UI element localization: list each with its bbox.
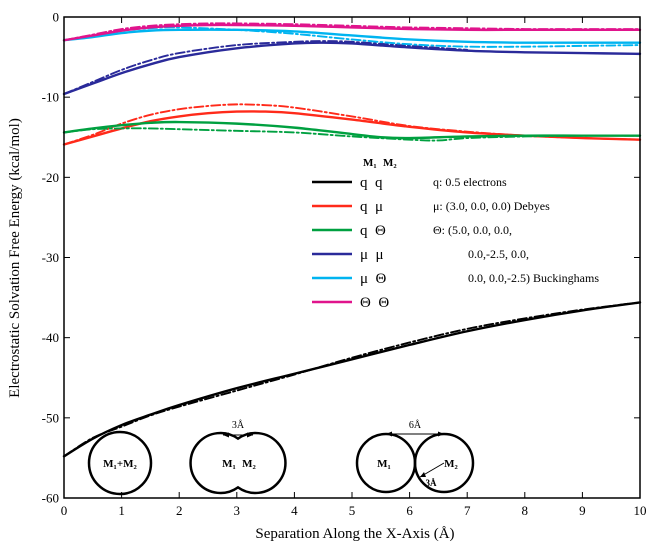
inset-touch-arrow-left bbox=[386, 431, 392, 437]
x-tick-label: 9 bbox=[579, 503, 586, 518]
y-axis-label: Electrostatic Solvation Free Energy (kca… bbox=[7, 118, 23, 398]
x-tick-label: 10 bbox=[634, 503, 647, 518]
y-tick-label: -20 bbox=[42, 170, 59, 185]
y-tick-label: -60 bbox=[42, 491, 59, 506]
plot-frame bbox=[63, 16, 641, 499]
inset-overlap-outline bbox=[189, 431, 287, 495]
legend-note-theta-1: Θ: (5.0, 0.0, 0.0, bbox=[433, 223, 512, 237]
x-tick-label: 2 bbox=[176, 503, 183, 518]
x-tick-label: 7 bbox=[464, 503, 471, 518]
legend-entry-label: q μ bbox=[360, 199, 383, 215]
y-tick-label: -50 bbox=[42, 410, 59, 425]
series-line-3-dashdot bbox=[63, 103, 641, 146]
y-tick-label: -40 bbox=[42, 330, 59, 345]
legend-note-mu: μ: (3.0, 0.0, 0.0) Debyes bbox=[433, 199, 550, 213]
inset-touch-radius: 3Å bbox=[426, 478, 438, 488]
x-tick-label: 3 bbox=[234, 503, 241, 518]
x-tick-label: 4 bbox=[291, 503, 298, 518]
legend: M₁ M₂ q q q μ q Θ μ μ μ Θ Θ Θ q: 0.5 electron… bbox=[312, 157, 599, 311]
legend-entry-label: μ Θ bbox=[360, 271, 387, 287]
series-line-1-dashdot bbox=[63, 301, 641, 458]
legend-header-m2: M₂ bbox=[383, 157, 397, 169]
inset-single-sphere: M₁+M₂ bbox=[87, 430, 153, 496]
inset-touch-m1: M₁ bbox=[377, 458, 391, 470]
x-tick-label: 6 bbox=[406, 503, 413, 518]
legend-note-theta-3: 0.0, 0.0,-2.5) Buckinghams bbox=[468, 271, 599, 285]
inset-radius-arrow bbox=[420, 472, 426, 477]
inset-touching-spheres: 6Å M₁ M₂ 3Å bbox=[355, 419, 475, 494]
series-line-11-dashdot bbox=[63, 22, 641, 42]
inset-merged-label: M₁+M₂ bbox=[103, 458, 137, 470]
series-line-6-solid bbox=[62, 41, 642, 96]
inset-overlap-arrow-right bbox=[247, 432, 253, 438]
legend-rows: q q q μ q Θ μ μ μ Θ Θ Θ bbox=[312, 175, 389, 311]
inset-overlap-m1: M₁ bbox=[222, 458, 236, 470]
inset-overlap-arrow-left bbox=[223, 432, 229, 438]
x-axis-label: Separation Along the X-Axis (Å) bbox=[255, 526, 454, 542]
inset-touch-arrow-right bbox=[438, 431, 444, 437]
series-line-8-solid bbox=[62, 28, 642, 44]
legend-entry-label: Θ Θ bbox=[360, 295, 389, 311]
inset-overlap-m2: M₂ bbox=[242, 458, 256, 470]
y-tick-label: -10 bbox=[42, 90, 59, 105]
legend-entry-label: μ μ bbox=[360, 247, 384, 263]
series-layer bbox=[62, 22, 642, 458]
tick-layer: 0 1 2 3 4 5 6 7 8 9 10 0 -10 -20 -30 -40 -50 -60 bbox=[42, 10, 647, 519]
legend-note-theta-2: 0.0,-2.5, 0.0, bbox=[468, 247, 529, 261]
inset-touch-measure: 6Å bbox=[409, 419, 422, 431]
inset-sphere bbox=[87, 430, 153, 496]
legend-note-q: q: 0.5 electrons bbox=[433, 175, 507, 189]
legend-header-m1: M₁ bbox=[363, 157, 377, 169]
series-line-4-solid bbox=[62, 120, 642, 140]
x-tick-label: 5 bbox=[349, 503, 356, 518]
series-line-7-dashdot bbox=[63, 40, 469, 95]
series-line-5-dashdot bbox=[63, 127, 641, 142]
series-line-0-solid bbox=[62, 301, 642, 458]
legend-entry-label: q q bbox=[360, 175, 383, 191]
legend-entry-label: q Θ bbox=[360, 223, 386, 239]
inset-overlapping-spheres: 3Å M₁ M₂ bbox=[189, 419, 287, 495]
y-tick-label: -30 bbox=[42, 250, 59, 265]
inset-overlap-measure: 3Å bbox=[232, 419, 245, 431]
x-tick-label: 8 bbox=[522, 503, 529, 518]
y-tick-label: 0 bbox=[53, 10, 60, 25]
x-tick-label: 0 bbox=[61, 503, 68, 518]
x-tick-label: 1 bbox=[118, 503, 125, 518]
inset-touch-m2: M₂ bbox=[444, 458, 458, 470]
series-line-10-solid bbox=[62, 23, 642, 42]
